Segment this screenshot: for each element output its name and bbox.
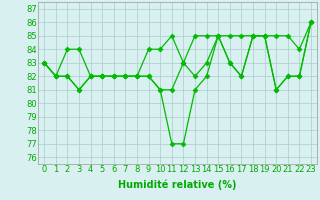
X-axis label: Humidité relative (%): Humidité relative (%) xyxy=(118,180,237,190)
